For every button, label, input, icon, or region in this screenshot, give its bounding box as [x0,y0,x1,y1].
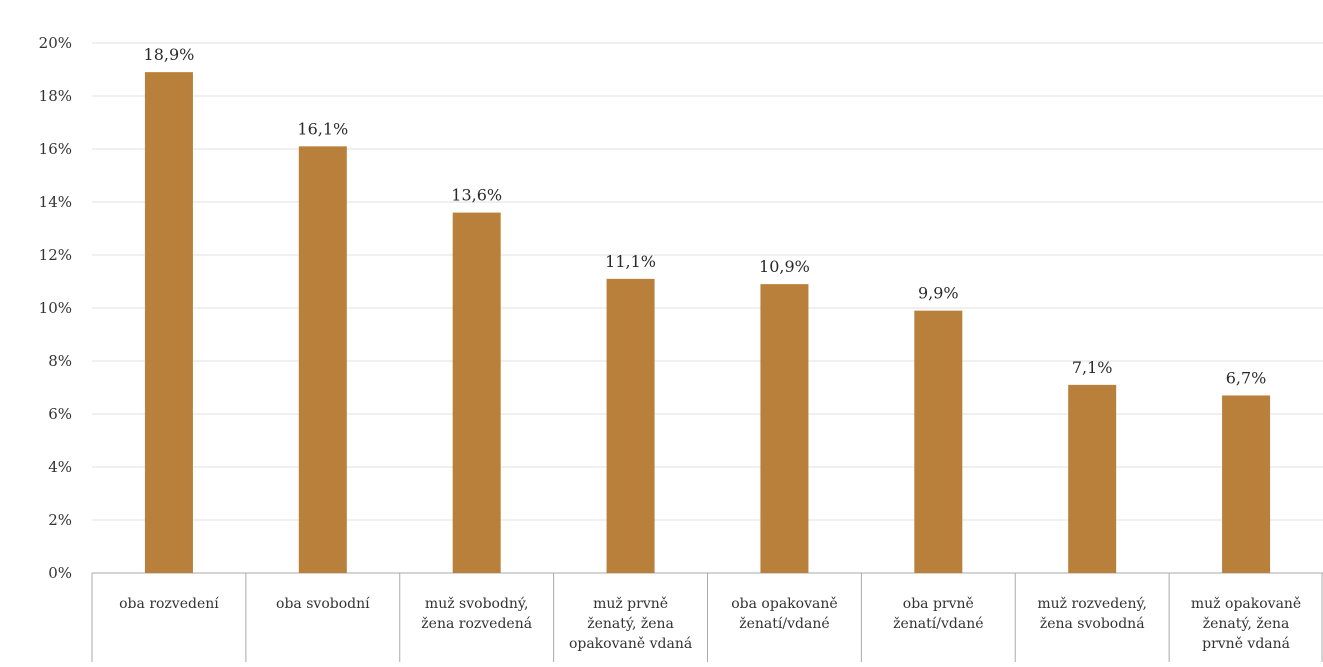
bar [144,72,193,574]
y-tick-label: 16% [39,140,72,158]
y-tick-label: 12% [39,246,72,264]
data-label: 16,1% [297,119,348,138]
data-label: 13,6% [451,186,502,205]
bar [606,278,655,573]
x-tick-label: oba rozvedení [119,596,219,612]
y-tick-label: 8% [48,352,72,370]
bar [914,310,963,573]
x-tick-label: oba prvně ženatí/vdané [893,596,983,632]
y-tick-label: 4% [48,458,72,476]
x-tick-label: muž prvně ženatý, žena opakovaně vdaná [569,596,692,652]
data-label: 18,9% [144,45,195,64]
x-tick-label: oba opakovaně ženatí/vdané [731,596,837,632]
gridlines [91,42,1323,662]
data-label: 10,9% [759,257,810,276]
x-tick-label: muž svobodný, žena rozvedená [421,595,532,632]
y-tick-label: 0% [48,564,72,582]
data-labels: 18,9% 16,1% 13,6% 11,1% 10,9% 9,9% 7,1% 6,7% [144,45,1267,387]
data-label: 11,1% [605,252,656,271]
x-tick-label: oba svobodní [276,596,370,612]
x-tick-label: muž opakovaně ženatý, žena prvně vdaná [1191,596,1301,652]
bars [144,72,1271,574]
y-tick-label: 6% [48,405,72,423]
y-tick-label: 20% [39,34,72,52]
bar [760,284,809,573]
x-tick-label: muž rozvedený, žena svobodná [1037,595,1147,632]
y-tick-label: 18% [39,87,72,105]
y-axis-ticks: 0% 2% 4% 6% 8% 10% 12% 14% 16% 18% 20% [39,34,72,582]
y-tick-label: 2% [48,511,72,529]
bar [1222,395,1271,573]
bar [298,146,347,573]
y-tick-label: 10% [39,299,72,317]
x-axis-categories: oba rozvedení oba svobodní muž svobodný, že… [119,595,1301,652]
data-label: 9,9% [918,284,959,303]
bar [1068,384,1117,573]
y-tick-label: 14% [39,193,72,211]
data-label: 7,1% [1072,358,1113,377]
data-label: 6,7% [1226,368,1267,387]
bar [452,212,501,573]
